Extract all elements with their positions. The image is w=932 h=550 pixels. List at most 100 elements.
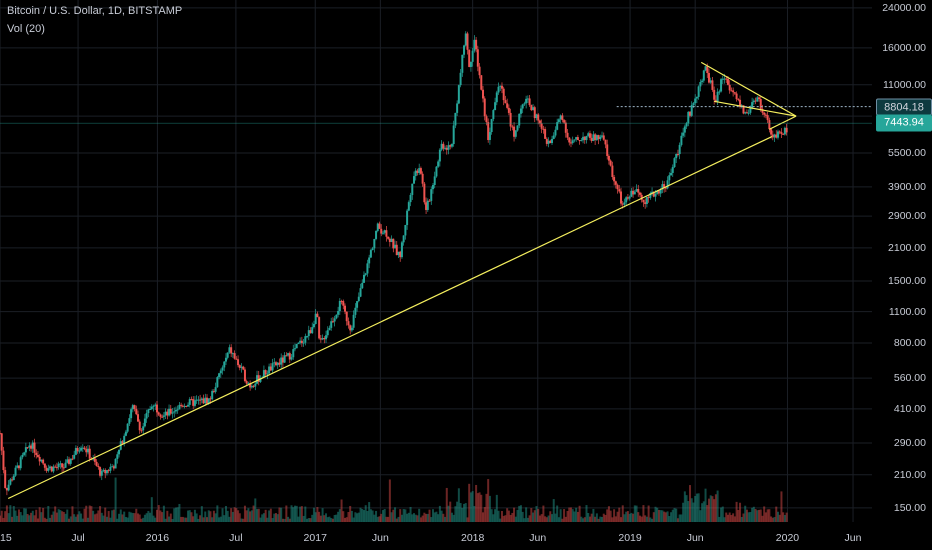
candle-body: [362, 274, 365, 283]
volume-bar: [604, 514, 607, 522]
candle-body: [107, 470, 110, 472]
volume-bar: [673, 508, 676, 522]
candle-body: [143, 418, 146, 427]
candle-body: [209, 398, 212, 400]
volume-bar: [502, 515, 505, 522]
candle-body: [768, 120, 771, 130]
candle-body: [211, 390, 214, 400]
volume-bar: [616, 511, 619, 522]
volume-bar: [381, 510, 384, 522]
candle-body: [599, 136, 602, 140]
candle-body: [545, 138, 548, 144]
candle-body: [528, 98, 531, 106]
volume-bar: [266, 517, 269, 522]
candle-body: [771, 134, 774, 138]
candle-body: [626, 197, 629, 199]
candle-body: [369, 250, 372, 258]
candle-body: [568, 137, 571, 143]
volume-bar: [276, 514, 279, 522]
volume-legend[interactable]: Vol (20): [7, 23, 45, 35]
volume-bar: [264, 509, 267, 522]
volume-bar: [200, 506, 203, 522]
candle-body: [318, 317, 321, 339]
candle-body: [221, 367, 224, 371]
volume-bar: [16, 515, 19, 522]
volume-bar: [714, 494, 717, 522]
volume-bar: [483, 507, 486, 522]
candle-body: [511, 126, 514, 128]
volume-bar: [283, 518, 286, 522]
price-axis[interactable]: 24000.0016000.0011000.008000.005500.0039…: [872, 0, 932, 522]
volume-bar: [713, 499, 716, 522]
candle-body: [135, 408, 138, 415]
volume-bar: [344, 517, 347, 522]
candle-body: [404, 225, 407, 236]
volume-bar: [26, 513, 29, 522]
volume-bar: [525, 507, 528, 522]
candle-body: [463, 45, 466, 55]
candle-body: [709, 80, 712, 83]
volume-bar: [428, 509, 431, 522]
volume-bar: [521, 511, 524, 522]
candle-body: [257, 375, 260, 382]
volume-bar: [675, 508, 678, 522]
time-axis[interactable]: 2015 Jul 2016 Jul 2017 Jun 2018 Jun 2019 Jun 2020 J…: [0, 522, 872, 550]
volume-bar: [718, 516, 721, 522]
volume-bar: [83, 508, 86, 522]
volume-bar: [509, 514, 512, 522]
volume-bar: [726, 514, 729, 522]
candle-body: [38, 456, 41, 462]
candle-body: [518, 113, 521, 126]
candle-body: [333, 318, 336, 322]
volume-bar: [423, 512, 426, 522]
volume-bar: [463, 503, 466, 522]
volume-bar: [162, 505, 165, 522]
volume-bar: [249, 511, 252, 522]
symbol-legend[interactable]: Bitcoin / U.S. Dollar, 1D, BITSTAMP: [7, 5, 183, 17]
volume-bar: [306, 518, 309, 522]
candle-body: [97, 465, 100, 468]
volume-bar: [292, 507, 295, 522]
volume-bar: [530, 508, 533, 522]
candle-body: [159, 414, 162, 417]
candle-body: [62, 467, 65, 469]
volume-bar: [645, 516, 648, 522]
candle-body: [259, 377, 262, 382]
volume-bar: [723, 517, 726, 522]
volume-bar: [609, 510, 612, 522]
candle-body: [243, 369, 246, 382]
candle-body: [485, 116, 488, 123]
candle-body: [164, 411, 167, 416]
candle-body: [595, 135, 598, 141]
volume-bar: [171, 518, 174, 522]
candle-body: [478, 66, 481, 76]
candle-body: [0, 433, 1, 435]
candle-body: [476, 49, 479, 67]
candle-body: [782, 133, 785, 135]
volume-bar: [447, 505, 450, 522]
volume-bar: [173, 508, 176, 522]
candle-body: [752, 100, 755, 103]
volume-bar: [99, 506, 102, 522]
candle-body: [633, 191, 636, 195]
candle-body: [525, 98, 528, 104]
candle-body: [416, 170, 419, 173]
candle-body: [728, 84, 731, 91]
candle-body: [138, 421, 141, 431]
volume-bar: [476, 493, 479, 522]
volume-bar: [23, 508, 26, 522]
volume-bar: [354, 512, 357, 522]
time-tick-label: Jun: [371, 532, 389, 544]
candle-body: [614, 181, 617, 185]
volume-bar: [123, 511, 126, 522]
candle-body: [751, 102, 754, 108]
volume-bar: [711, 496, 714, 522]
candle-body: [78, 450, 81, 452]
volume-bar: [506, 508, 509, 522]
candle-body: [26, 447, 29, 449]
candle-body: [321, 337, 324, 340]
candle-body: [406, 210, 409, 226]
candle-body: [381, 232, 384, 234]
candle-body: [278, 362, 281, 365]
